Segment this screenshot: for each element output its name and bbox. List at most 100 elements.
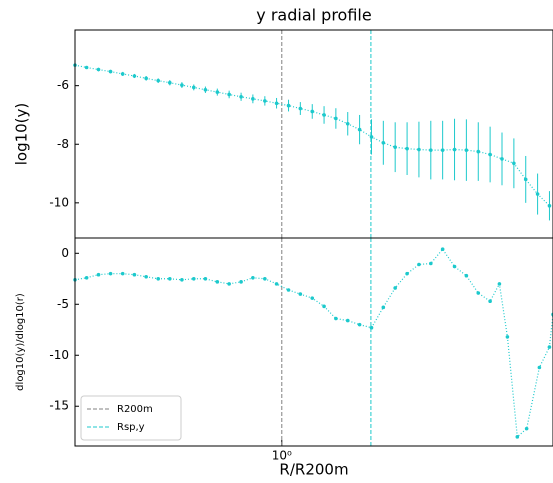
y-tick-label: -8	[57, 137, 69, 151]
y-axis-label: dlog10(y)/dlog10(r)	[15, 293, 26, 391]
data-point	[452, 264, 457, 269]
data-point	[393, 145, 397, 149]
data-point	[84, 275, 89, 280]
data-point	[505, 335, 510, 339]
data-point	[515, 435, 520, 439]
data-point	[286, 288, 291, 292]
data-point	[464, 148, 469, 152]
data-point	[132, 272, 137, 277]
data-point	[310, 109, 315, 114]
y-tick-label: -10	[49, 195, 69, 209]
legend-label: Rsp,y	[117, 422, 145, 433]
data-point	[298, 106, 303, 111]
data-point	[440, 148, 445, 152]
data-point	[120, 271, 125, 276]
data-point	[334, 316, 338, 321]
data-point	[488, 299, 492, 304]
data-point	[96, 67, 101, 72]
data-point	[108, 271, 113, 276]
data-point	[322, 113, 326, 117]
data-point	[215, 280, 220, 284]
data-point	[428, 148, 433, 152]
y-tick-label: -15	[49, 399, 69, 413]
data-point	[120, 72, 125, 76]
chart-title: y radial profile	[256, 6, 371, 25]
x-axis-label: R/R200m	[279, 461, 348, 479]
data-point	[464, 273, 469, 278]
data-point	[369, 325, 374, 330]
data-point	[334, 116, 338, 121]
data-point	[203, 276, 208, 281]
data-point	[547, 203, 552, 208]
data-point	[239, 94, 243, 99]
data-point	[108, 69, 113, 74]
data-point	[381, 305, 386, 310]
legend-label: R200m	[117, 404, 153, 415]
legend-box	[80, 395, 182, 441]
data-point	[251, 97, 255, 101]
data-point	[535, 192, 540, 196]
data-point	[203, 87, 208, 92]
data-point	[524, 426, 529, 431]
data-point	[393, 286, 397, 290]
data-point	[168, 80, 172, 85]
data-point	[180, 83, 184, 87]
data-point	[251, 275, 255, 280]
data-point	[488, 152, 492, 157]
data-point	[144, 76, 148, 81]
plot-frame	[74, 29, 553, 239]
data-point	[274, 282, 279, 286]
data-point	[417, 262, 421, 267]
data-point	[286, 103, 291, 108]
data-point	[381, 140, 386, 145]
data-point	[345, 121, 350, 126]
data-point	[156, 276, 161, 281]
data-point	[417, 147, 421, 152]
y-axis-label: log10(y)	[13, 103, 31, 166]
data-point	[405, 271, 409, 276]
data-point	[345, 318, 350, 323]
data-point	[144, 274, 148, 279]
data-point	[497, 282, 502, 286]
data-point	[274, 101, 279, 106]
data-point	[523, 177, 528, 182]
data-point	[476, 291, 481, 295]
data-point	[84, 65, 89, 70]
data-point	[452, 147, 457, 152]
data-point	[500, 157, 504, 161]
data-point	[215, 90, 220, 94]
data-point	[227, 282, 231, 286]
data-point	[156, 78, 161, 83]
data-point	[357, 322, 362, 327]
data-point	[239, 280, 243, 284]
data-point	[191, 276, 196, 281]
data-point	[357, 127, 362, 132]
y-tick-label: -10	[49, 348, 69, 362]
data-point	[180, 278, 184, 282]
data-point	[547, 345, 552, 349]
data-point	[96, 272, 101, 277]
data-point	[369, 135, 374, 139]
data-point	[263, 99, 267, 103]
data-point	[537, 365, 542, 370]
y-tick-label: 0	[61, 246, 69, 260]
data-point	[263, 276, 267, 281]
data-point	[168, 276, 172, 281]
data-point	[322, 304, 326, 309]
data-point	[512, 161, 516, 166]
data-point	[440, 247, 445, 252]
y-tick-label: -5	[57, 297, 69, 311]
data-point	[405, 146, 409, 151]
data-point	[476, 149, 481, 154]
data-point	[298, 292, 303, 296]
data-point	[310, 296, 315, 300]
data-point	[428, 261, 433, 266]
plot-frame	[74, 237, 553, 447]
data-point	[132, 74, 137, 78]
data-point	[191, 85, 196, 90]
data-point	[227, 92, 231, 97]
y-tick-label: -6	[57, 78, 69, 92]
x-tick-label: 10⁰	[272, 449, 292, 463]
